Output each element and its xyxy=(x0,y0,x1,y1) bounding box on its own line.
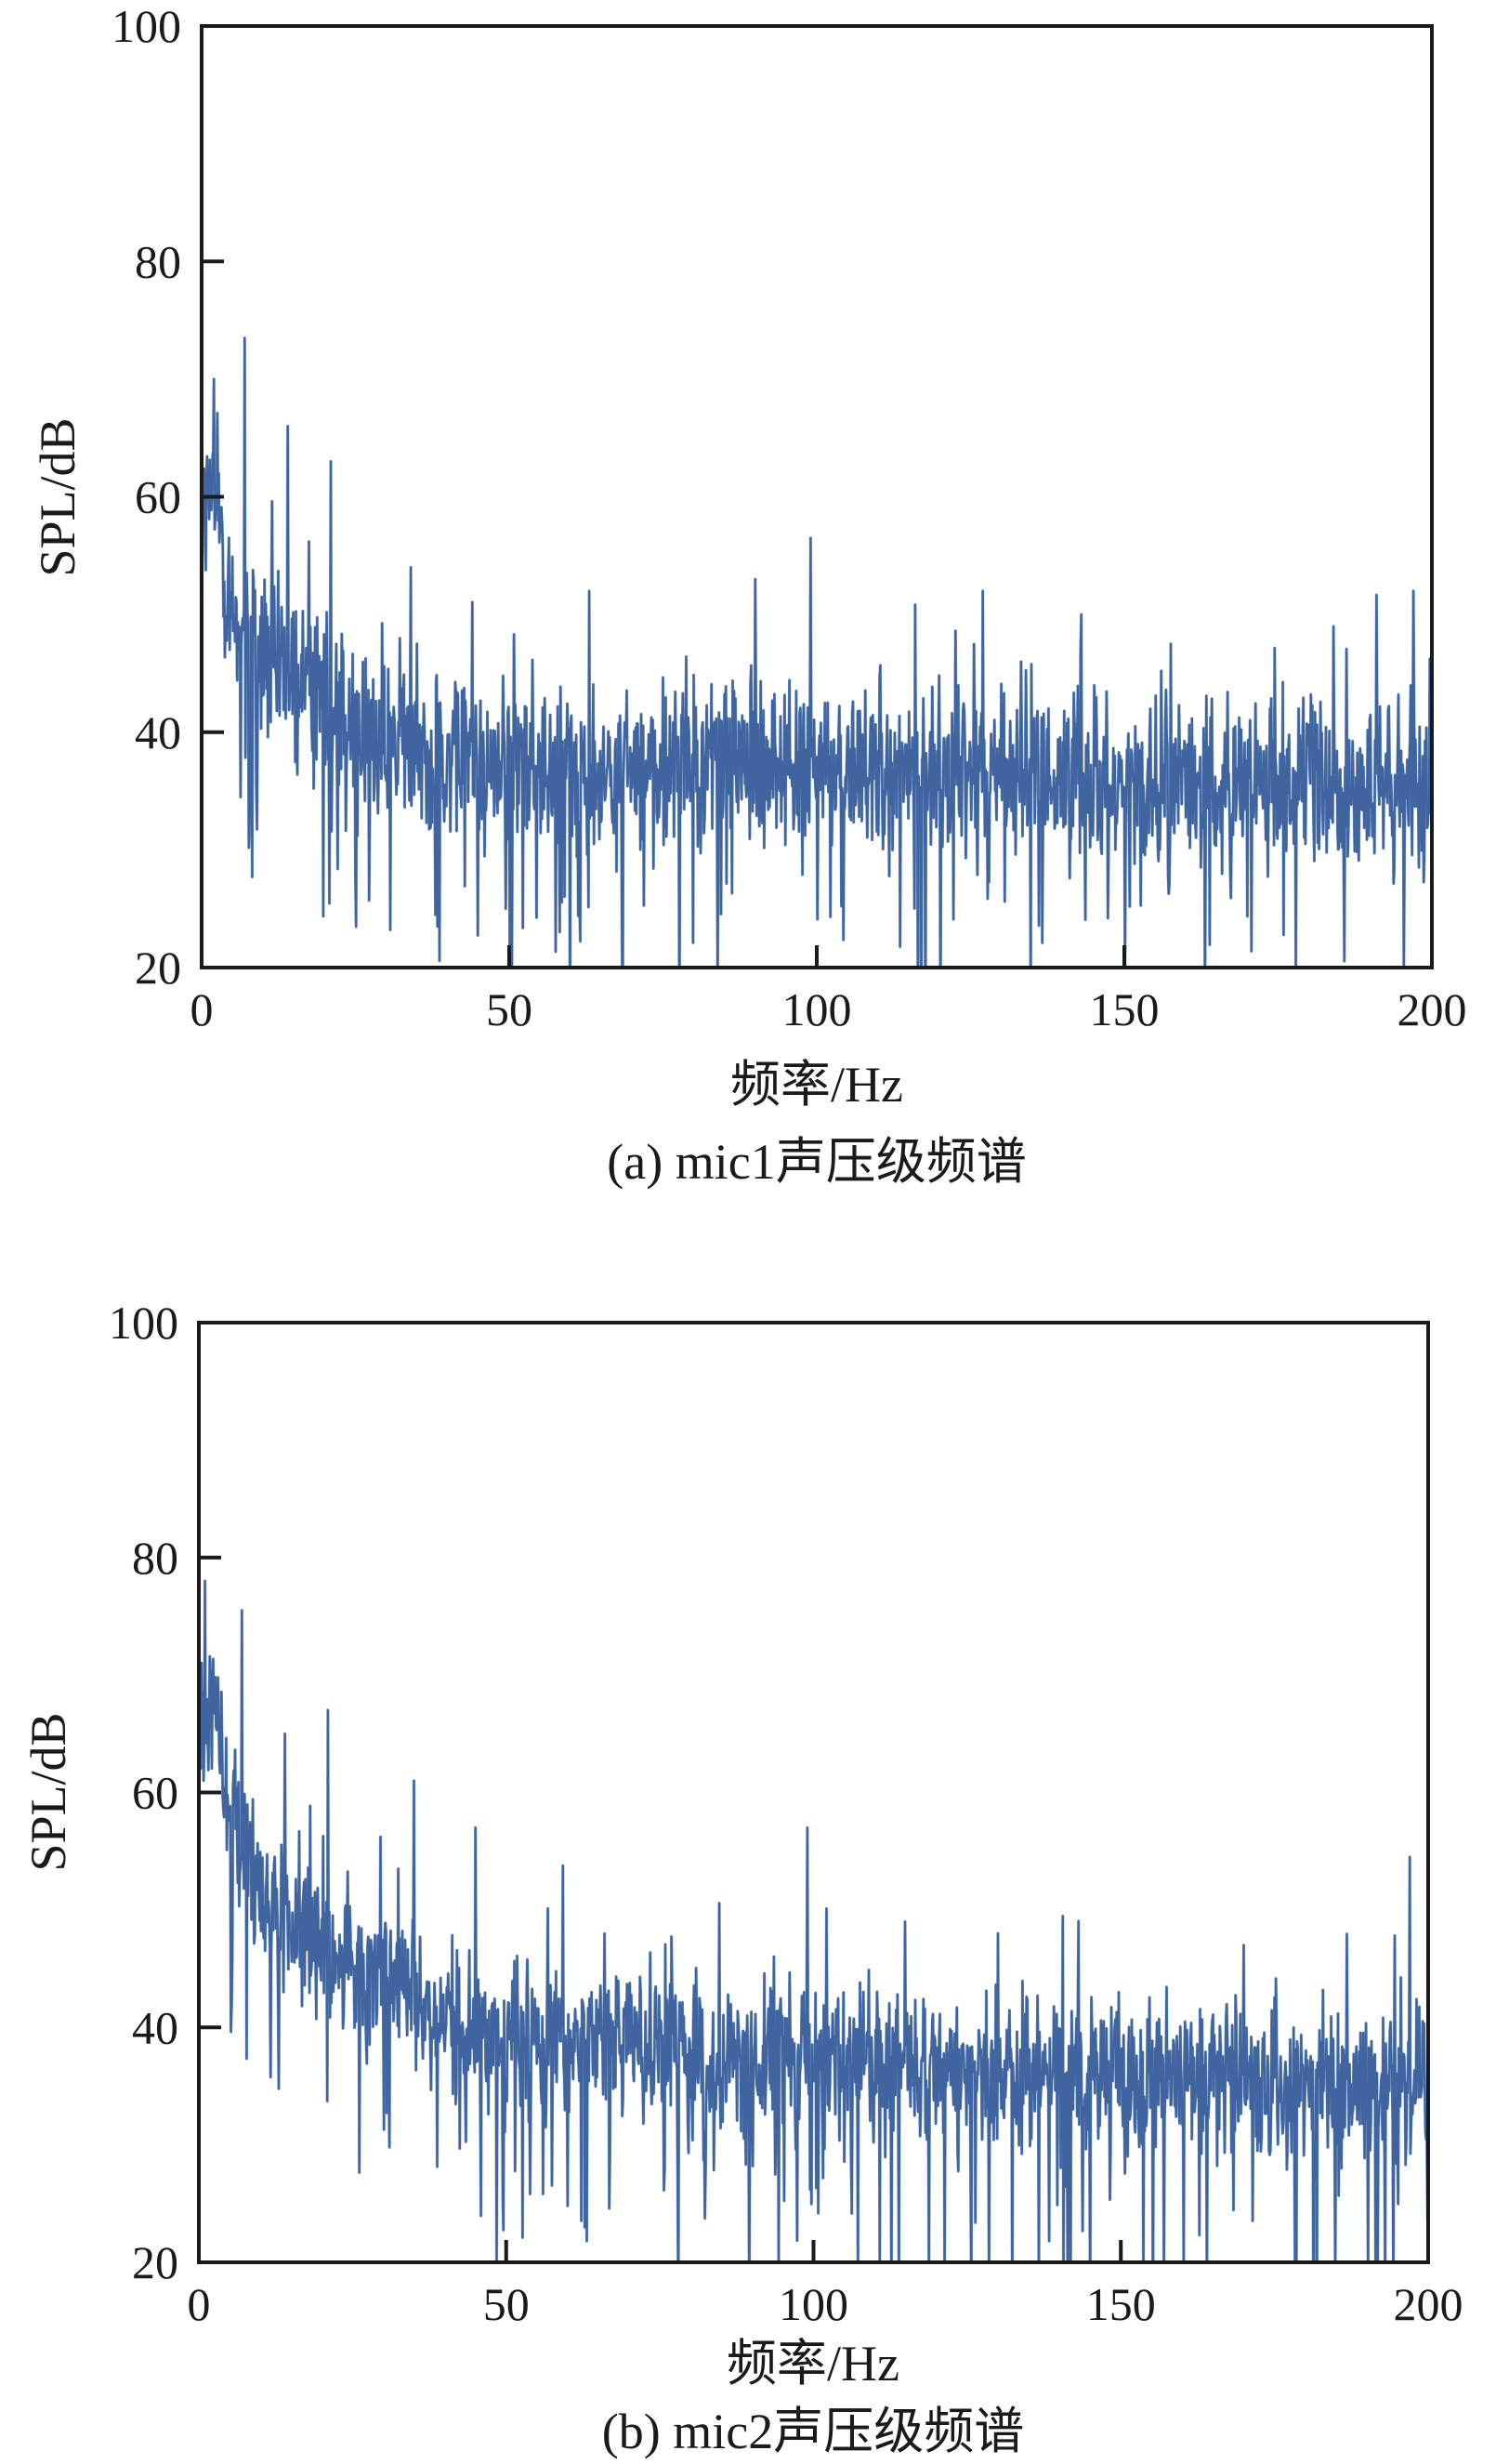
y-tick-label: 20 xyxy=(132,2236,178,2288)
chart-b: 20 40 60 80 100 0 50 100 150 200 SPL/dB 频率/Hz (b)… xyxy=(20,1297,1463,2459)
y-tick-label: 100 xyxy=(112,0,181,52)
chart-caption: (b) mic2声压级频谱 xyxy=(602,2404,1024,2459)
series-layer xyxy=(202,336,1432,968)
spectrum-highlight-line xyxy=(202,336,1432,968)
y-tick-label: 60 xyxy=(135,471,181,523)
spectrum-line xyxy=(199,1579,1428,2262)
x-tick-label: 200 xyxy=(1394,2278,1463,2330)
y-axis-label: SPL/dB xyxy=(30,417,85,576)
ticks-layer: 20 40 60 80 100 0 50 100 150 200 xyxy=(112,0,1467,1035)
spectrum-line xyxy=(202,336,1432,968)
y-tick-label: 20 xyxy=(135,942,181,994)
x-tick-label: 50 xyxy=(483,2278,530,2330)
x-tick-label: 150 xyxy=(1086,2278,1156,2330)
x-tick-label: 100 xyxy=(779,2278,848,2330)
chart-caption: (a) mic1声压级频谱 xyxy=(607,1134,1026,1190)
y-tick-label: 40 xyxy=(135,706,181,758)
y-tick-label: 40 xyxy=(132,2001,178,2053)
x-tick-label: 0 xyxy=(190,983,214,1035)
ticks-layer: 20 40 60 80 100 0 50 100 150 200 xyxy=(109,1297,1463,2330)
x-tick-label: 50 xyxy=(486,983,532,1035)
x-tick-label: 150 xyxy=(1090,983,1160,1035)
y-tick-label: 100 xyxy=(109,1297,178,1349)
x-axis-label: 频率/Hz xyxy=(730,1057,903,1113)
y-tick-label: 60 xyxy=(132,1767,178,1819)
x-axis-label: 频率/Hz xyxy=(727,2336,899,2392)
chart-a: 20 40 60 80 100 0 50 100 150 200 SPL/dB 频率/Hz (a)… xyxy=(30,0,1467,1190)
x-tick-label: 0 xyxy=(188,2278,211,2330)
y-tick-label: 80 xyxy=(135,235,181,287)
series-layer xyxy=(199,1579,1428,2262)
y-tick-label: 80 xyxy=(132,1532,178,1584)
x-tick-label: 200 xyxy=(1398,983,1467,1035)
y-axis-label: SPL/dB xyxy=(20,1712,76,1871)
x-tick-label: 100 xyxy=(782,983,852,1035)
